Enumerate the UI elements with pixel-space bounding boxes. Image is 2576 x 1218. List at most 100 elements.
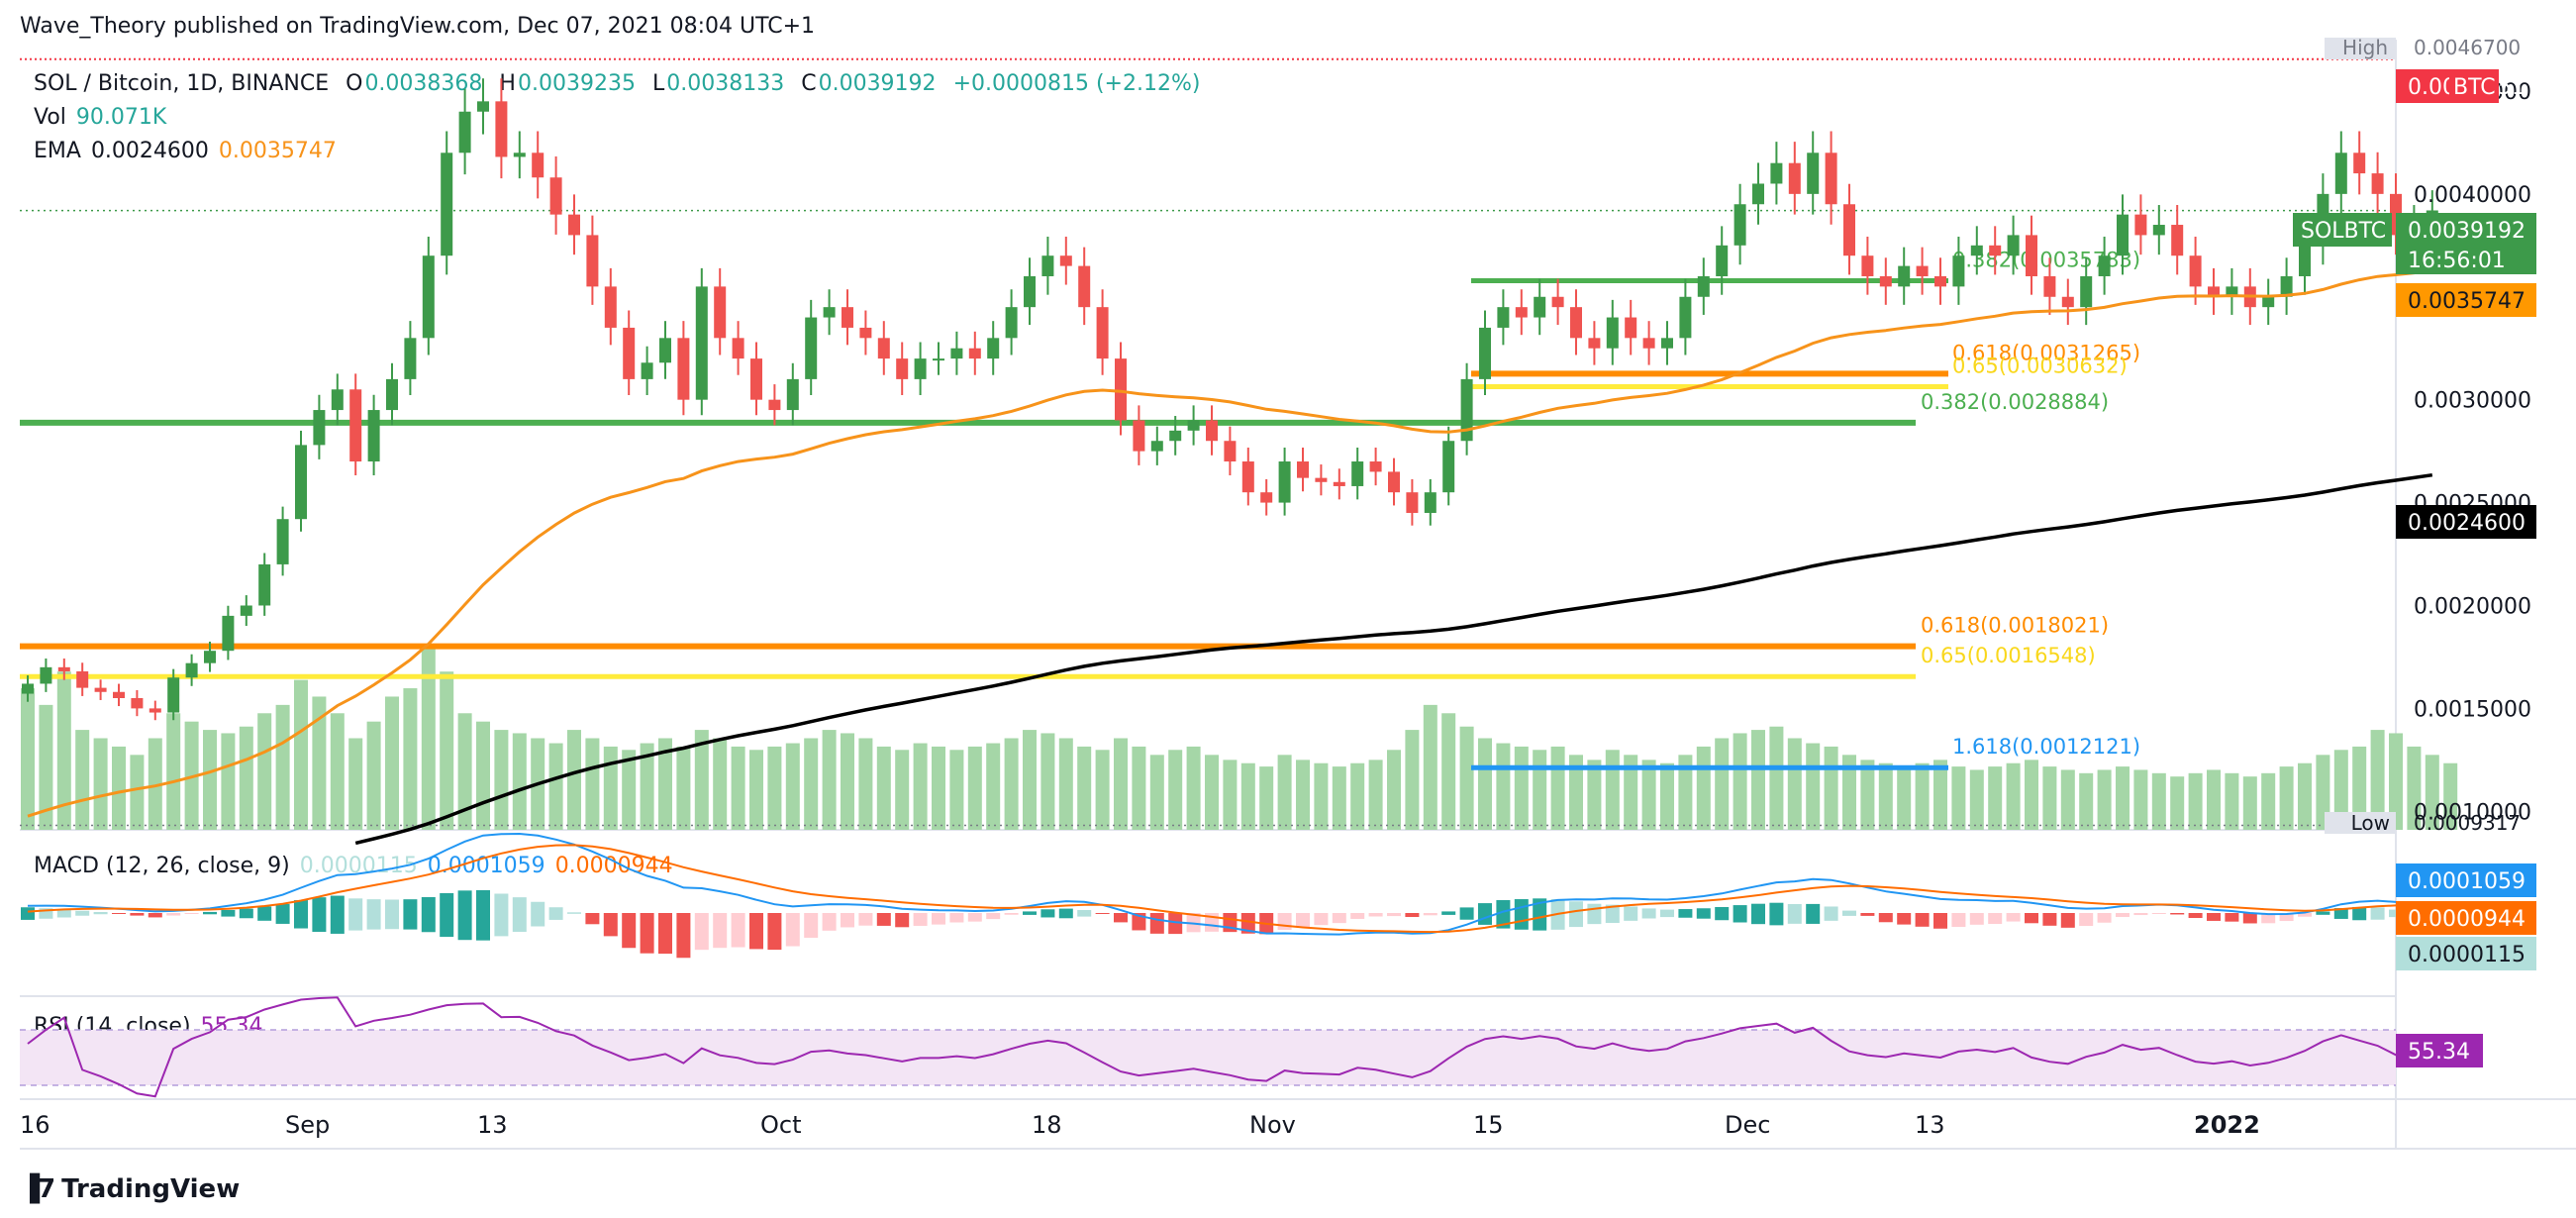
volume-bar [841,733,854,830]
volume-bar [476,721,490,830]
candle-body [404,338,417,379]
volume-bar [512,733,527,830]
ema200-tag: 0.0024600 [2408,511,2526,536]
candle-body [57,666,70,671]
volume-bar [731,746,745,830]
candle-body [1716,245,1729,276]
macd-hist-bar [1915,913,1930,927]
y-tick-label: 0.0040000 [2414,183,2531,208]
candle-body [1661,338,1673,349]
open-value: 0.0038368 [364,71,483,96]
price-tags: High 0.0046700 0.0046551 BTC SOLBTC 0.00… [2293,36,2536,1067]
candle-body [1369,461,1382,472]
x-tick-label: Sep [285,1111,330,1139]
macd-hist-bar [913,913,928,926]
candle-body [2334,152,2347,194]
volume-bar [440,671,454,830]
volume-bar [1878,762,1893,830]
candle-body [113,691,125,698]
tradingview-brand[interactable]: ▐7 TradingView [20,1174,240,1204]
high-value: 0.0039235 [517,71,636,96]
macd-hist-bar [21,907,35,920]
macd-hist-bar [1441,911,1456,915]
candle-body [1241,461,1254,493]
volume-bar [767,746,782,830]
volume-bar [1314,762,1329,830]
volume-bar [640,743,654,830]
macd-hist-bar [2242,913,2257,924]
candle-body [1479,327,1491,379]
vol-label: Vol [34,105,66,130]
macd-hist-bar [1587,903,1602,925]
macd-hist-bar [1496,900,1511,929]
candle-body [732,338,744,359]
fib-label: 0.382(0.0028884) [1921,390,2109,414]
volume-bar [2133,769,2148,830]
candle-body [1424,492,1437,513]
macd-hist-bar [1533,898,1547,931]
macd-hist-bar [585,913,600,925]
x-tick-label: Oct [760,1111,802,1139]
candle-body [258,563,271,606]
ema50-line [27,268,2433,818]
candle-body [1788,162,1801,194]
candle-body [2371,173,2384,194]
candle-body [2208,286,2220,297]
volume-bar [1514,746,1529,830]
candle-body [276,519,289,564]
volume-bar [2279,766,2294,830]
volume-bar [713,738,728,830]
x-tick-label: 13 [1915,1111,1945,1139]
countdown-tag: 16:56:01 [2408,249,2506,273]
volume-bar [1769,726,1784,830]
macd-hist-bar [366,899,381,930]
symbol-name[interactable]: SOL / Bitcoin, 1D, BINANCE [34,71,330,96]
volume-bar [876,746,891,830]
volume-bar [1186,746,1201,830]
macd-hist-bar [257,906,272,921]
volume-bar [421,647,436,830]
ema-lines [27,268,2433,846]
high-value: 0.0046700 [2414,36,2521,59]
volume-bar [2170,776,2185,830]
volume-bar [221,733,236,830]
volume-bar [1296,760,1310,830]
macd-hist-bar [785,913,800,947]
macd-hist-bar [1696,908,1711,919]
candle-body [349,389,362,462]
rsi-band [20,1030,2396,1085]
brand-name: TradingView [61,1174,241,1204]
macd-hist-bar [1350,913,1365,919]
volume-bar [858,738,873,830]
volume-bar [567,730,581,830]
volume-bar [822,730,837,830]
candle-body [1442,441,1455,493]
macd-hist-bar [1387,913,1401,917]
macd-hist-bar [1296,913,1310,928]
volume-bar [2225,772,2239,830]
volume-bar [348,738,363,830]
candle-body [386,378,398,411]
volume-bar [494,730,509,830]
volume-bar [1696,746,1711,830]
ema-legend[interactable]: EMA 0.0024600 0.0035747 [34,139,347,163]
macd-hist-bar [39,908,53,919]
macd-hist-bar [1969,913,1984,925]
macd-hist-bar [166,913,181,916]
candle-body [1206,420,1218,442]
macd-hist-bar [822,913,837,931]
candle-body [823,307,836,318]
candle-body [1551,296,1564,308]
volume-bar [2006,762,2021,830]
macd-hist-bar [1314,913,1329,926]
candle-body [1187,420,1200,431]
candle-body [695,286,708,400]
candle-body [22,683,34,694]
candle-body [131,698,144,709]
macd-hist-bar [949,913,964,923]
volume-bar [1114,738,1128,830]
volume-legend[interactable]: Vol 90.071K [34,105,176,130]
candle-body [167,677,180,713]
candle-body [1970,245,1983,256]
